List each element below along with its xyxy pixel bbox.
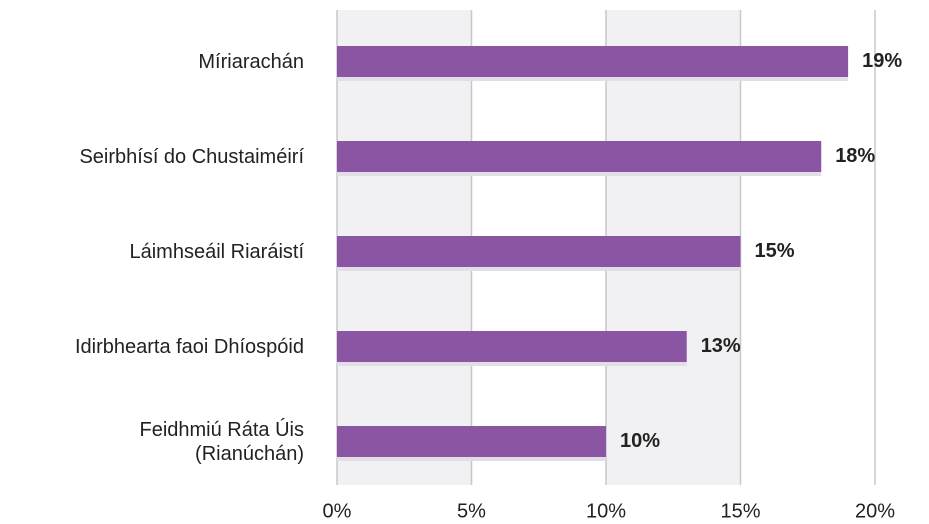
x-tick-label: 15% [720, 500, 760, 522]
category-label: Feidhmiú Ráta Úis (Rianúchán) [139, 418, 304, 465]
value-label: 15% [755, 240, 795, 262]
value-label: 10% [620, 430, 660, 452]
bar [337, 236, 741, 267]
bar [337, 46, 849, 77]
category-label: Láimhseáil Riaráistí [129, 240, 304, 263]
category-label: Idirbhearta faoi Dhíospóid [74, 335, 304, 358]
x-tick-label: 10% [586, 500, 626, 522]
value-label: 13% [701, 335, 741, 357]
value-label: 19% [862, 50, 902, 72]
category-label: Seirbhísí do Chustaiméirí [79, 145, 304, 168]
value-label: 18% [835, 145, 875, 167]
x-tick-label: 0% [323, 500, 352, 522]
bar [337, 141, 822, 172]
bar [337, 426, 606, 457]
category-label: Míriarachán [198, 50, 304, 73]
bar [337, 331, 687, 362]
x-tick-label: 5% [457, 500, 486, 522]
x-tick-label: 20% [855, 500, 895, 522]
